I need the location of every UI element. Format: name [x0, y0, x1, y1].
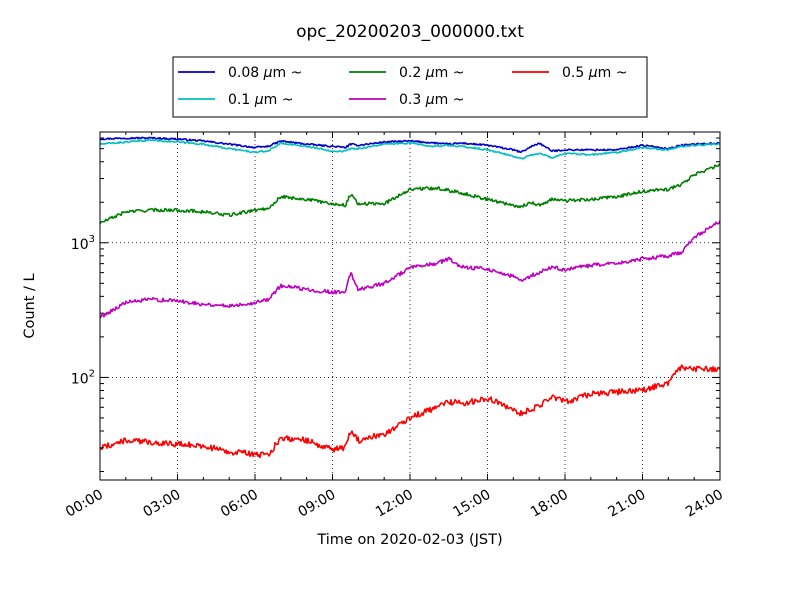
- y-axis-label: Count / L: [22, 273, 38, 338]
- legend-label: 0.5 µm ~: [562, 65, 627, 81]
- series-line-0-2: [99, 163, 721, 225]
- legend: 0.08 µm ~ 0.1 µm ~ 0.2 µm ~ 0.3 µm ~ 0.5 µm …: [172, 56, 648, 118]
- y-tick-label: 103: [71, 234, 95, 253]
- legend-label: 0.1 µm ~: [228, 92, 293, 108]
- legend-label: 0.2 µm ~: [399, 65, 464, 81]
- x-axis-label: Time on 2020-02-03 (JST): [316, 532, 502, 548]
- series-line-0-5: [99, 364, 721, 459]
- legend-label: 0.08 µm ~: [228, 65, 302, 81]
- series-line-0-3: [99, 220, 721, 319]
- legend-label: 0.3 µm ~: [399, 92, 464, 108]
- series-line-0-1: [99, 138, 721, 160]
- y-tick-label: 102: [71, 368, 95, 387]
- series-lines: [99, 136, 721, 459]
- chart-title: opc_20200203_000000.txt: [296, 22, 524, 42]
- legend-frame: [172, 56, 648, 118]
- series-line-0-08: [99, 136, 721, 153]
- grid: [100, 132, 720, 480]
